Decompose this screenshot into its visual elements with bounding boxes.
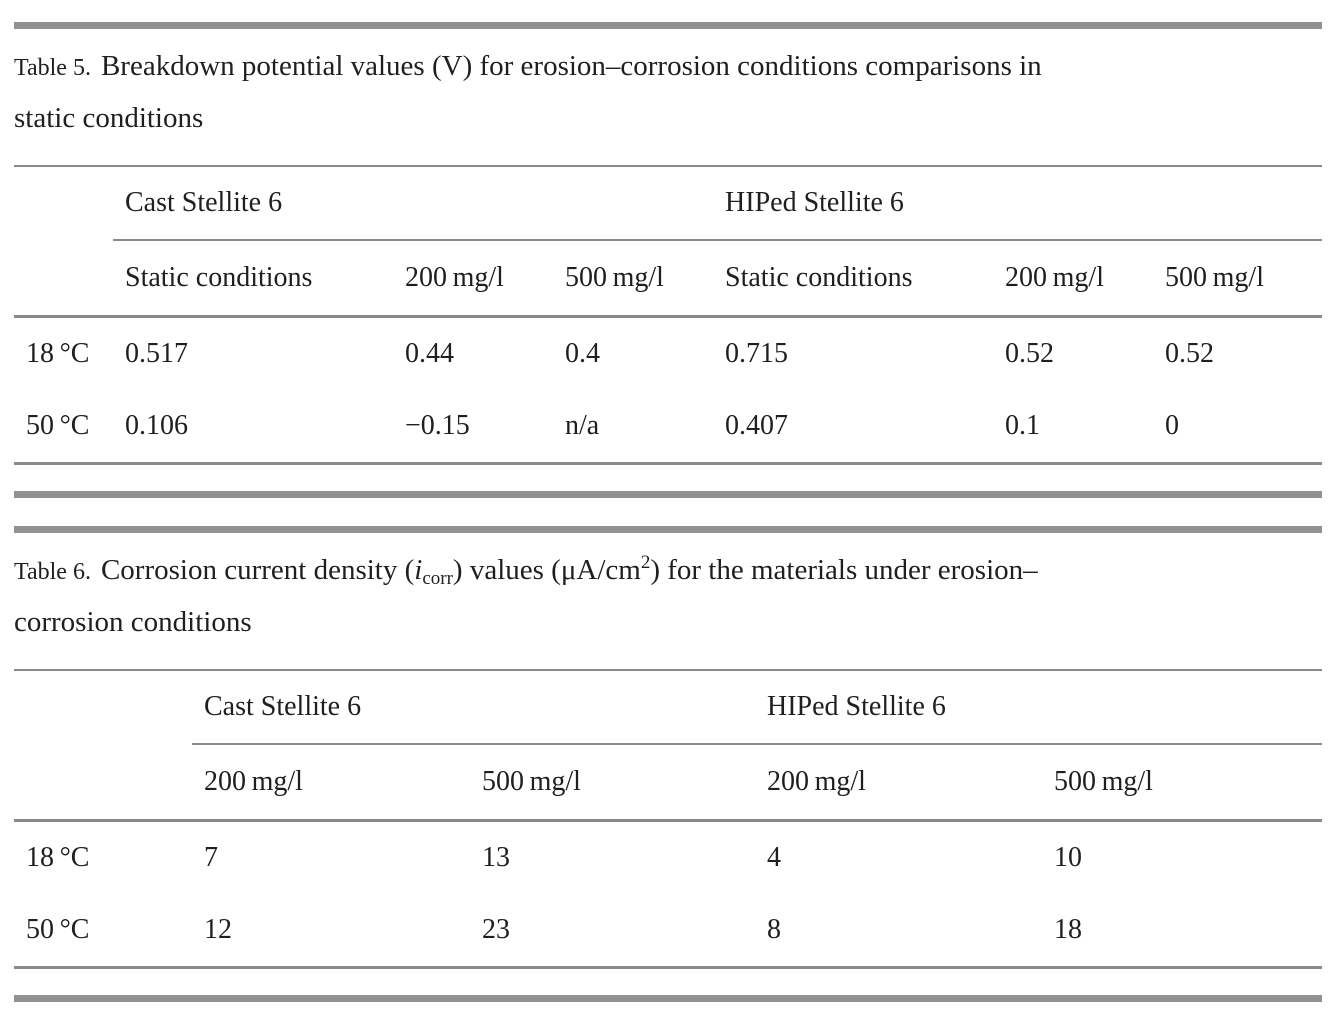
value-cell: 13 (482, 842, 510, 873)
subheader-cell: 500 mg/l (1153, 240, 1323, 318)
corner-cell (14, 166, 113, 240)
subheader-cell: 500 mg/l (553, 240, 714, 318)
icorr-variable: i (414, 554, 423, 586)
group-header-cast-stellite: Cast Stellite 6 (192, 670, 756, 745)
table5-group-header-row: Cast Stellite 6 HIPed Stellite 6 (14, 166, 1323, 241)
value-cell: 18 (1054, 914, 1083, 945)
corner-cell (14, 744, 192, 822)
table5-bottom-rule (14, 491, 1322, 498)
table-row: 50 °C 12 23 8 18 (14, 894, 1322, 968)
table5: Cast Stellite 6 HIPed Stellite 6 Static … (14, 165, 1323, 465)
table5-top-rule (14, 22, 1322, 29)
table-row: 18 °C 7 13 4 10 (14, 821, 1322, 895)
value-cell: −0.15 (405, 410, 470, 441)
value-cell: 0.407 (725, 410, 789, 441)
value-cell: 12 (204, 914, 232, 945)
subheader-cell: Static conditions (113, 240, 393, 318)
value-cell: 0.44 (405, 338, 454, 369)
group-header-cast-stellite: Cast Stellite 6 (113, 166, 714, 241)
subheader-cell: 200 mg/l (192, 744, 470, 822)
value-cell: 8 (767, 914, 782, 945)
subheader-cell: 500 mg/l (1042, 744, 1323, 822)
table5-subheader-row: Static conditions 200 mg/l 500 mg/l Stat… (14, 240, 1323, 318)
table6-caption: Table 6. Corrosion current density (icorr… (14, 545, 1322, 647)
value-cell: 4 (767, 842, 782, 873)
value-cell: 0 (1165, 410, 1180, 441)
table6-caption-prefix: Corrosion current density ( (100, 554, 415, 586)
subheader-cell: Static conditions (713, 240, 994, 318)
subheader-cell: 500 mg/l (470, 744, 756, 822)
value-cell: 0.1 (1005, 410, 1041, 441)
table-row: 50 °C 0.106 −0.15 n/a 0.407 0.1 0 (14, 390, 1322, 464)
group-header-hiped-stellite: HIPed Stellite 6 (755, 670, 1323, 745)
table6-block: Table 6. Corrosion current density (icorr… (14, 526, 1323, 1002)
subheader-cell: 200 mg/l (393, 240, 553, 318)
table5-caption: Table 5. Breakdown potential values (V) f… (14, 41, 1322, 143)
value-cell: 0.52 (1165, 338, 1215, 369)
table5-block: Table 5. Breakdown potential values (V) f… (14, 22, 1323, 498)
table6-top-rule (14, 526, 1322, 533)
table6-caption-label: Table 6. (14, 559, 91, 585)
row-label: 18 °C (26, 842, 90, 873)
icorr-subscript: corr (422, 568, 453, 589)
subheader-cell: 200 mg/l (755, 744, 1043, 822)
value-cell: 0.52 (1005, 338, 1055, 369)
table6: Cast Stellite 6 HIPed Stellite 6 200 mg/… (14, 669, 1323, 969)
row-label: 18 °C (26, 338, 90, 369)
table5-caption-label: Table 5. (14, 55, 91, 81)
table5-caption-text: Breakdown potential values (V) for erosi… (14, 50, 1042, 134)
table-row: 18 °C 0.517 0.44 0.4 0.715 0.52 0.52 (14, 317, 1322, 391)
table6-caption-mid: ) values (μA/cm (452, 554, 641, 586)
value-cell: 0.4 (565, 338, 600, 369)
row-label: 50 °C (26, 410, 90, 441)
value-cell: 0.517 (125, 338, 188, 369)
table6-bottom-rule (14, 995, 1322, 1002)
table6-group-header-row: Cast Stellite 6 HIPed Stellite 6 (14, 670, 1323, 745)
subheader-cell: 200 mg/l (993, 240, 1154, 318)
group-header-hiped-stellite: HIPed Stellite 6 (713, 166, 1323, 241)
value-cell: 23 (482, 914, 510, 945)
row-label: 50 °C (26, 914, 90, 945)
document: Table 5. Breakdown potential values (V) f… (14, 0, 1323, 1002)
corner-cell (14, 240, 113, 318)
table6-caption-suffix: ) for the materials under erosion– corro… (14, 554, 1038, 638)
value-cell: n/a (565, 410, 600, 441)
value-cell: 0.106 (125, 410, 188, 441)
cm-squared-superscript: 2 (640, 552, 651, 573)
value-cell: 7 (204, 842, 218, 873)
value-cell: 0.715 (725, 338, 789, 369)
table6-subheader-row: 200 mg/l 500 mg/l 200 mg/l 500 mg/l (14, 744, 1323, 822)
corner-cell (14, 670, 192, 744)
value-cell: 10 (1054, 842, 1083, 873)
